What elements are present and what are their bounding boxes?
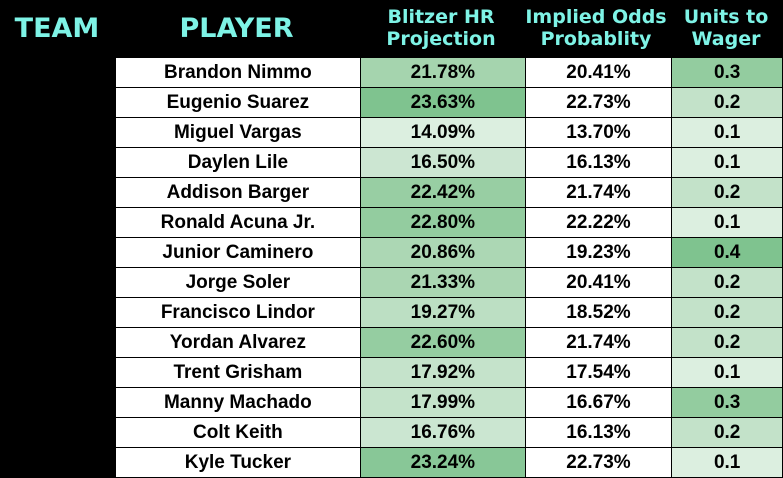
odds-cell: 22.22% bbox=[524, 207, 673, 238]
header-units: Units to Wager bbox=[669, 0, 783, 63]
units-cell: 0.1 bbox=[671, 117, 783, 148]
projection-cell: 22.60% bbox=[360, 327, 526, 358]
player-cell: Miguel Vargas bbox=[114, 117, 362, 148]
odds-cell: 21.74% bbox=[524, 177, 673, 208]
header-team: TEAM bbox=[14, 13, 100, 44]
team-cell: TB bbox=[0, 237, 116, 268]
odds-cell: 16.13% bbox=[524, 147, 673, 178]
units-cell: 0.2 bbox=[671, 297, 783, 328]
projection-cell: 19.27% bbox=[360, 297, 526, 328]
table-row: SD Manny Machado 17.99% 16.67% 0.3 bbox=[0, 387, 783, 418]
grid-body: TEX Brandon Nimmo 21.78% 20.41% 0.3 CIN Eugeni… bbox=[0, 57, 783, 478]
header-projection: Blitzer HR Projection bbox=[359, 0, 523, 63]
header-odds: Implied Odds Probablity bbox=[523, 0, 669, 63]
team-cell: WAS bbox=[0, 147, 116, 178]
header-projection-line2: Projection bbox=[386, 28, 496, 50]
player-cell: Junior Caminero bbox=[114, 237, 362, 268]
player-cell: Daylen Lile bbox=[114, 147, 362, 178]
team-cell: NYY bbox=[0, 357, 116, 388]
projection-cell: 16.76% bbox=[360, 417, 526, 448]
team-cell: LAA bbox=[0, 267, 116, 298]
team-cell: NYM bbox=[0, 297, 116, 328]
odds-cell: 16.13% bbox=[524, 417, 673, 448]
table-row: ATL Ronald Acuna Jr. 22.80% 22.22% 0.1 bbox=[0, 207, 783, 238]
projection-cell: 21.78% bbox=[360, 57, 526, 88]
units-cell: 0.2 bbox=[671, 177, 783, 208]
header-odds-line1: Implied Odds bbox=[525, 6, 667, 28]
units-cell: 0.1 bbox=[671, 207, 783, 238]
projection-cell: 22.42% bbox=[360, 177, 526, 208]
table-row: CHI Miguel Vargas 14.09% 13.70% 0.1 bbox=[0, 117, 783, 148]
table-row: DET Colt Keith 16.76% 16.13% 0.2 bbox=[0, 417, 783, 448]
team-cell: DET bbox=[0, 417, 116, 448]
team-cell: TEX bbox=[0, 57, 116, 88]
odds-cell: 19.23% bbox=[524, 237, 673, 268]
team-cell: CIN bbox=[0, 87, 116, 118]
projection-cell: 21.33% bbox=[360, 267, 526, 298]
player-cell: Jorge Soler bbox=[114, 267, 362, 298]
team-cell: ATL bbox=[0, 207, 116, 238]
projection-cell: 20.86% bbox=[360, 237, 526, 268]
player-cell: Francisco Lindor bbox=[114, 297, 362, 328]
units-cell: 0.2 bbox=[671, 417, 783, 448]
units-cell: 0.4 bbox=[671, 237, 783, 268]
projection-cell: 23.24% bbox=[360, 447, 526, 478]
units-cell: 0.1 bbox=[671, 147, 783, 178]
player-cell: Trent Grisham bbox=[114, 357, 362, 388]
table-row: LAD Kyle Tucker 23.24% 22.73% 0.1 bbox=[0, 447, 783, 478]
odds-cell: 17.54% bbox=[524, 357, 673, 388]
table-row: HOU Yordan Alvarez 22.60% 21.74% 0.2 bbox=[0, 327, 783, 358]
units-cell: 0.2 bbox=[671, 267, 783, 298]
units-cell: 0.2 bbox=[671, 87, 783, 118]
header-projection-line1: Blitzer HR bbox=[387, 6, 495, 28]
team-cell: LAD bbox=[0, 447, 116, 478]
table-row: TOR Addison Barger 22.42% 21.74% 0.2 bbox=[0, 177, 783, 208]
units-cell: 0.1 bbox=[671, 447, 783, 478]
player-cell: Kyle Tucker bbox=[114, 447, 362, 478]
team-cell: TOR bbox=[0, 177, 116, 208]
units-cell: 0.1 bbox=[671, 357, 783, 388]
units-cell: 0.2 bbox=[671, 327, 783, 358]
header-units-line1: Units to bbox=[683, 6, 769, 28]
table-row: CIN Eugenio Suarez 23.63% 22.73% 0.2 bbox=[0, 87, 783, 118]
team-cell: CHI bbox=[0, 117, 116, 148]
header-player: PLAYER bbox=[179, 13, 294, 44]
odds-cell: 13.70% bbox=[524, 117, 673, 148]
odds-cell: 22.73% bbox=[524, 87, 673, 118]
projection-cell: 17.92% bbox=[360, 357, 526, 388]
player-cell: Colt Keith bbox=[114, 417, 362, 448]
projection-cell: 14.09% bbox=[360, 117, 526, 148]
team-cell: HOU bbox=[0, 327, 116, 358]
table-row: LAA Jorge Soler 21.33% 20.41% 0.2 bbox=[0, 267, 783, 298]
table-row: NYY Trent Grisham 17.92% 17.54% 0.1 bbox=[0, 357, 783, 388]
player-cell: Yordan Alvarez bbox=[114, 327, 362, 358]
table-row: NYM Francisco Lindor 19.27% 18.52% 0.2 bbox=[0, 297, 783, 328]
player-cell: Brandon Nimmo bbox=[114, 57, 362, 88]
projection-cell: 17.99% bbox=[360, 387, 526, 418]
data-grid: TEX Brandon Nimmo 21.78% 20.41% 0.3 CIN Eugeni… bbox=[0, 57, 783, 478]
player-cell: Manny Machado bbox=[114, 387, 362, 418]
projection-cell: 22.80% bbox=[360, 207, 526, 238]
odds-cell: 16.67% bbox=[524, 387, 673, 418]
odds-cell: 21.74% bbox=[524, 327, 673, 358]
table-row: WAS Daylen Lile 16.50% 16.13% 0.1 bbox=[0, 147, 783, 178]
projection-cell: 16.50% bbox=[360, 147, 526, 178]
odds-cell: 20.41% bbox=[524, 57, 673, 88]
header-units-line2: Wager bbox=[691, 28, 761, 50]
odds-cell: 22.73% bbox=[524, 447, 673, 478]
odds-cell: 18.52% bbox=[524, 297, 673, 328]
units-cell: 0.3 bbox=[671, 387, 783, 418]
header-odds-line2: Probablity bbox=[540, 28, 652, 50]
player-cell: Addison Barger bbox=[114, 177, 362, 208]
projection-cell: 23.63% bbox=[360, 87, 526, 118]
odds-cell: 20.41% bbox=[524, 267, 673, 298]
player-cell: Eugenio Suarez bbox=[114, 87, 362, 118]
table-row: TEX Brandon Nimmo 21.78% 20.41% 0.3 bbox=[0, 57, 783, 88]
team-cell: SD bbox=[0, 387, 116, 418]
table-row: TB Junior Caminero 20.86% 19.23% 0.4 bbox=[0, 237, 783, 268]
player-cell: Ronald Acuna Jr. bbox=[114, 207, 362, 238]
units-cell: 0.3 bbox=[671, 57, 783, 88]
